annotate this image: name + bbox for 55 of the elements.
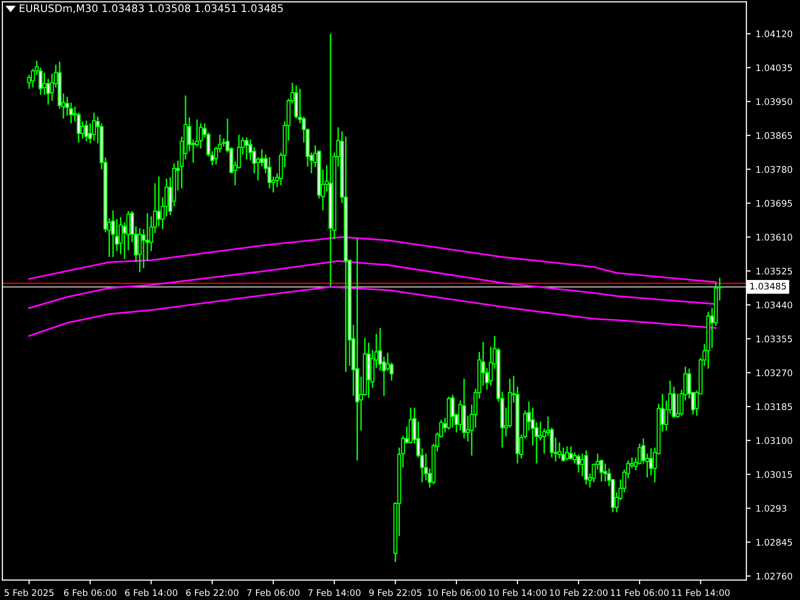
y-tick-label: 1.03440 [756,302,792,308]
candlestick [557,442,562,460]
candlestick [408,407,413,444]
x-tick-label: 6 Feb 06:00 [64,589,116,596]
y-tick-label: 1.03780 [756,166,792,173]
x-tick-label: 10 Feb 22:00 [550,589,608,596]
ref-line-label: 1.03485 [750,282,786,290]
y-tick-label: 1.03355 [756,335,792,342]
candlestick [584,450,588,486]
y-tick-label: 1.03950 [756,98,792,106]
x-tick-label: 10 Feb 14:00 [488,589,546,596]
x-tick-label: 11 Feb 06:00 [610,589,669,596]
candlestick [568,446,573,460]
y-tick-label: 1.03015 [756,471,792,478]
y-tick-label: 1.03610 [756,234,792,241]
candlestick [84,120,88,142]
y-tick-label: 1.03695 [756,200,792,207]
x-tick-label: 5 Feb 2025 [4,589,54,596]
y-tick-label: 1.03865 [756,132,792,139]
y-tick-label: 1.03525 [756,268,792,275]
candlestick [603,462,608,482]
x-tick-label: 11 Feb 14:00 [672,589,730,596]
candlestick [118,216,123,255]
candlestick [576,454,581,474]
line-series [28,286,717,337]
candlestick [649,448,654,476]
y-tick-label: 1.04120 [756,30,792,38]
candlestick [198,122,203,150]
x-tick-label: 7 Feb 14:00 [308,589,360,596]
y-tick-label: 1.03185 [756,403,792,410]
candlestick [561,446,566,462]
candlestick [92,112,96,142]
y-tick-label: 1.02760 [756,572,792,580]
candlestick [138,228,142,273]
line-series [28,236,717,283]
candlestick [580,452,584,478]
x-tick-label: 10 Feb 06:00 [428,589,486,596]
x-tick-label: 7 Feb 06:00 [247,589,300,596]
candlestick [565,446,570,462]
x-tick-label: 6 Feb 22:00 [186,589,238,596]
candlestick [267,156,272,190]
candlestick [676,393,680,418]
x-tick-label: 9 Feb 22:05 [369,589,422,596]
candlestick [42,72,46,96]
candlestick [111,210,116,258]
chart-title: EURUSDm,M30 1.03483 1.03508 1.03451 1.03485 [20,4,283,14]
y-tick-label: 1.04035 [756,64,792,72]
y-tick-label: 1.03270 [756,369,792,376]
y-tick-label: 1.02845 [756,538,792,546]
candlestick [294,84,298,120]
x-tick-label: 6 Feb 14:00 [125,589,178,596]
candlestick [244,136,249,160]
y-tick-label: 1.0293 [756,504,786,512]
y-tick-label: 1.03100 [756,437,792,444]
candlestick [450,394,455,428]
